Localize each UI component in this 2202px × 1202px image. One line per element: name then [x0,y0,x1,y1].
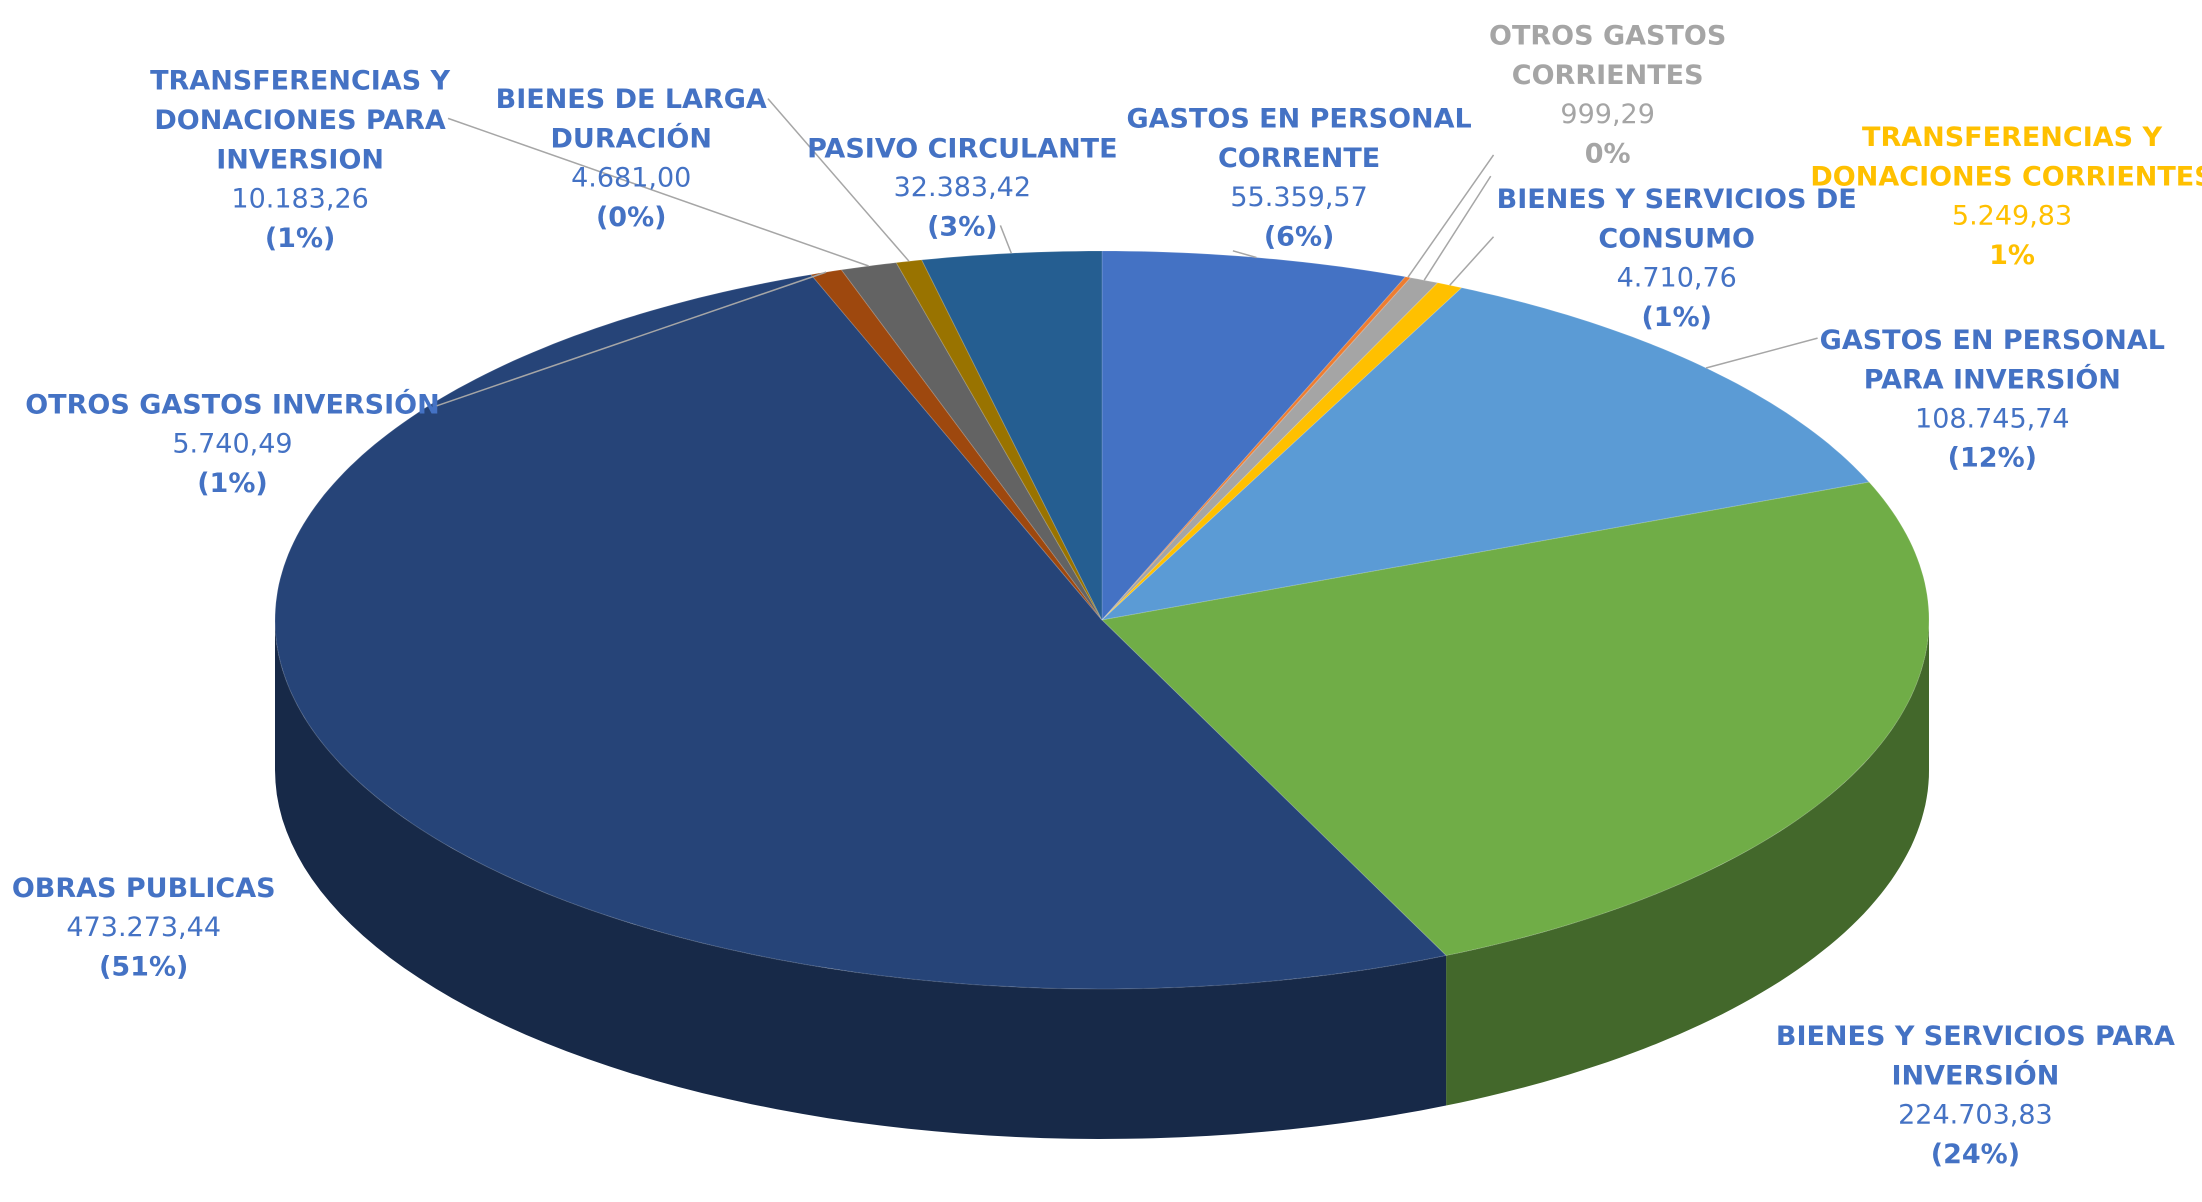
percent-label: 0% [1585,138,1631,169]
label-line: TRANSFERENCIAS Y [1862,121,2162,152]
label-line: TRANSFERENCIAS Y [150,65,450,96]
leader-line [447,117,869,267]
leader-line [767,98,910,262]
slice [274,274,1448,990]
label-line: INVERSION [216,144,384,175]
data-label: GASTOS EN PERSONAL PARA INVERSIÓN [1820,324,2165,394]
data-label: BIENES Y SERVICIOS PARA INVERSIÓN [1776,1020,2175,1090]
data-label: TRANSFERENCIAS Y DONACIONES CORRIENTES [1810,121,2202,191]
value-label: 55.359,57 [1230,182,1367,213]
label-line: CONSUMO [1598,223,1755,254]
label-line: OTROS GASTOS INVERSIÓN [25,388,440,420]
label-line: GASTOS EN PERSONAL [1820,324,2165,355]
label-line: OBRAS PUBLICAS [12,872,276,903]
label-line: DONACIONES CORRIENTES [1810,161,2202,192]
leader-line [1423,175,1492,281]
data-label: OTROS GASTOS INVERSIÓN [25,388,440,420]
leader-line [1407,154,1495,278]
percent-label: (24%) [1931,1139,2020,1170]
label-line: BIENES Y SERVICIOS DE [1497,183,1857,214]
percent-label: (3%) [927,212,998,243]
leader-line [436,271,827,407]
label-line: INVERSIÓN [1892,1059,2060,1091]
value-label: 224.703,83 [1898,1099,2053,1130]
percent-label: (1%) [265,223,336,254]
slice-wall [275,620,1447,1139]
value-label: 999,29 [1560,99,1654,130]
data-label: TRANSFERENCIAS Y DONACIONES PARA INVERSION [150,65,450,175]
value-label: 10.183,26 [231,183,368,214]
label-line: CORRENTE [1218,143,1380,174]
value-label: 5.249,83 [1952,200,2072,231]
value-label: 5.740,49 [172,429,292,460]
label-line: CORRIENTES [1512,59,1704,90]
percent-label: 1% [1989,240,2035,271]
value-label: 108.745,74 [1915,403,2070,434]
label-line: BIENES DE LARGA [496,83,767,114]
label-line: PASIVO CIRCULANTE [807,133,1117,164]
value-label: 4.710,76 [1617,262,1737,293]
label-line: PARA INVERSIÓN [1864,363,2121,395]
slice-wall [1446,620,1929,1106]
percent-label: (51%) [99,951,188,982]
data-label: BIENES DE LARGA DURACIÓN [496,83,767,153]
slice [1100,481,1930,957]
percent-label: (12%) [1948,443,2037,474]
data-label: BIENES Y SERVICIOS DE CONSUMO [1497,183,1857,253]
data-label: OTROS GASTOS CORRIENTES [1489,20,1726,90]
leader-line [1232,250,1257,259]
label-line: DONACIONES PARA [154,105,446,136]
data-label: OBRAS PUBLICAS [12,872,276,903]
label-line: BIENES Y SERVICIOS PARA [1776,1020,2175,1051]
percent-label: (1%) [1641,302,1712,333]
leader-line [1705,337,1818,369]
percent-label: (1%) [197,468,268,499]
label-line: GASTOS EN PERSONAL [1126,103,1471,134]
value-label: 32.383,42 [894,172,1031,203]
slice [840,262,1103,621]
data-label: PASIVO CIRCULANTE [807,133,1117,164]
percent-label: (6%) [1264,222,1335,253]
leader-line [1449,236,1495,286]
leader-line [999,225,1013,254]
label-line: OTROS GASTOS [1489,20,1726,51]
percent-label: (0%) [596,202,667,233]
value-label: 473.273,44 [66,912,221,943]
value-label: 4.681,00 [571,162,691,193]
label-line: DURACIÓN [551,122,712,154]
data-label: GASTOS EN PERSONAL CORRENTE [1126,103,1471,173]
